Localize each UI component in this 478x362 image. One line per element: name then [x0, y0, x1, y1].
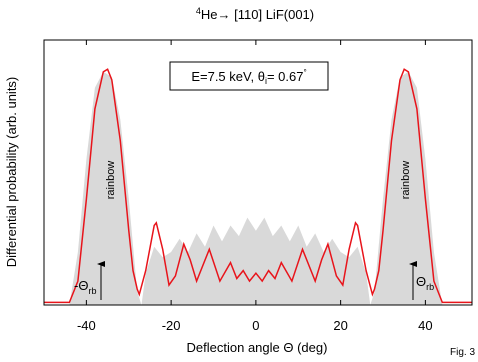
- x-tick-label: 20: [333, 318, 347, 333]
- line: [44, 68, 472, 304]
- x-tick-label: -40: [77, 318, 96, 333]
- x-tick-label: -20: [162, 318, 181, 333]
- x-axis-label: Deflection angle Θ (deg): [187, 340, 328, 355]
- plot-frame: [43, 39, 473, 306]
- x-tick-label: 40: [418, 318, 432, 333]
- x-tick-label: 0: [252, 318, 259, 333]
- theta-label: Θrb: [416, 274, 434, 292]
- rainbow-label: rainbow: [105, 161, 117, 200]
- annotation-box: [169, 61, 329, 91]
- rainbow-label: rainbow: [400, 161, 412, 200]
- annotation: E=7.5 keV, θi= 0.67°: [191, 68, 306, 86]
- chart-title: 4He→ [110] LiF(001): [196, 6, 314, 22]
- y-axis-label: Differential probability (arb. units): [4, 77, 19, 268]
- figure-label: Fig. 3: [450, 347, 475, 358]
- plot-area: [44, 68, 472, 305]
- theta-label: -Θrb: [74, 278, 96, 296]
